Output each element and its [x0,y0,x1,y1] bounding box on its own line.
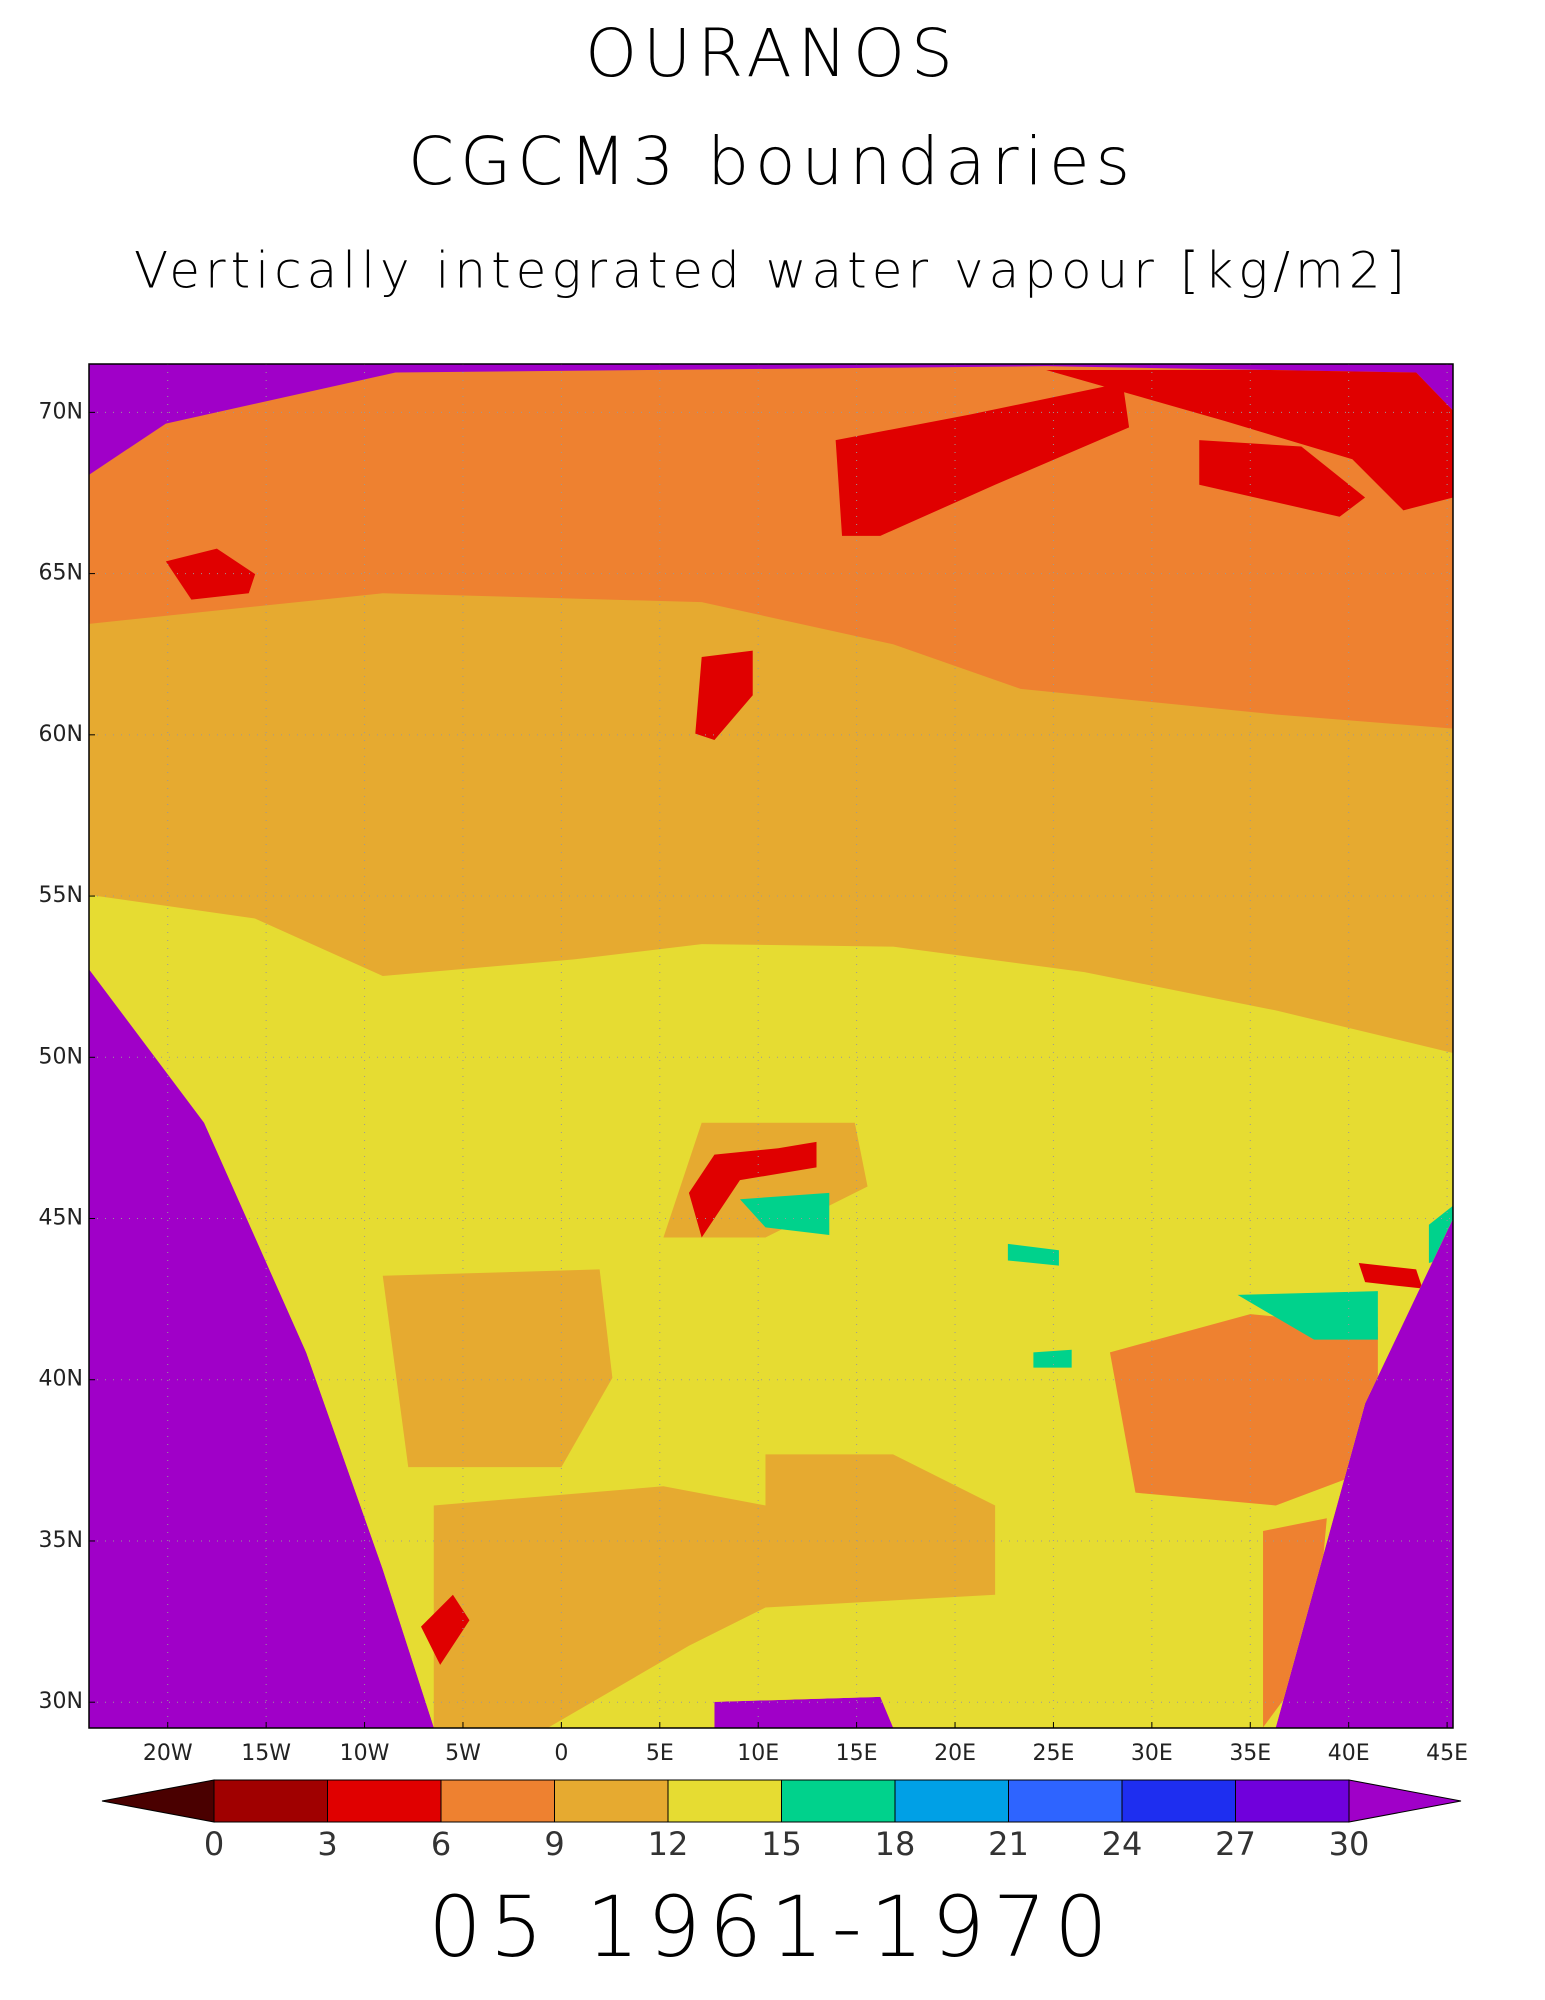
colorbar-segment [1008,1779,1123,1823]
y-tick-label: 40N [39,1367,83,1392]
colorbar-over [1348,1779,1462,1823]
shaded-region [695,650,753,740]
shaded-region [688,1141,817,1238]
shaded-region [1263,1518,1327,1728]
shaded-region [1358,1263,1423,1289]
colorbar-label: 30 [1329,1825,1370,1863]
colorbar-label: 15 [761,1825,802,1863]
y-tick-label: 30N [39,1689,83,1714]
colorbar-label: 3 [317,1825,337,1863]
shaded-region [739,1192,830,1235]
shaded-region [1033,1349,1072,1368]
y-tick-label: 55N [39,883,83,908]
colorbar-segment [894,1779,1009,1823]
shaded-region [1237,1291,1378,1340]
colorbar-label: 27 [1215,1825,1256,1863]
shaded-region [1046,369,1454,511]
x-tick-label: 5W [445,1741,481,1766]
colorbar-label: 9 [544,1825,564,1863]
shaded-region [89,893,1454,1728]
colorbar-label: 12 [648,1825,689,1863]
x-tick-label: 20E [934,1741,976,1766]
y-tick-label: 70N [39,399,83,424]
x-tick-label: 5E [646,1741,674,1766]
x-tick-label: 0 [554,1741,568,1766]
y-tick-label: 65N [39,561,83,586]
title: OURANOS [585,15,959,92]
colorbar-segment [1121,1779,1236,1823]
shaded-region [165,548,256,600]
x-tick-label: 15E [836,1741,878,1766]
shaded-region [382,1269,613,1468]
colorbar-label: 21 [988,1825,1029,1863]
x-tick-label: 20W [143,1741,193,1766]
plot-frame [88,363,1454,1729]
shading [89,366,1454,1728]
colorbar-segment [1235,1779,1350,1823]
colorbar-segment [781,1779,896,1823]
shaded-region [1007,1243,1059,1266]
colorbar-label: 18 [875,1825,916,1863]
shaded-region [1109,1314,1378,1506]
shaded-region [1199,440,1366,517]
colorbar-segment [440,1779,555,1823]
colorbar-label: 24 [1102,1825,1143,1863]
shaded-region [421,1594,470,1665]
x-tick-label: 35E [1229,1741,1271,1766]
x-tick-label: 25E [1032,1741,1074,1766]
colorbar-label: 0 [204,1825,224,1863]
shaded-region [835,382,1130,536]
colorbar-segment [327,1779,442,1823]
subtitle: Vertically integrated water vapour [kg/m… [134,242,1410,300]
colorbar-segment [667,1779,782,1823]
shaded-region [765,1454,996,1608]
x-tick-label: 15W [241,1741,291,1766]
shaded-region [433,1486,766,1728]
y-tick-label: 35N [39,1528,83,1553]
colorbar-label: 6 [431,1825,451,1863]
x-tick-label: 10W [340,1741,390,1766]
map-field [89,364,1454,1728]
x-tick-label: 40E [1328,1741,1370,1766]
colorbar-segment [554,1779,669,1823]
y-tick-label: 45N [39,1206,83,1231]
colorbar-segment [213,1779,328,1823]
footer: 05 1961-1970 [428,1878,1115,1976]
x-tick-label: 10E [737,1741,779,1766]
x-tick-label: 30E [1131,1741,1173,1766]
x-tick-label: 45E [1426,1741,1468,1766]
y-tick-label: 50N [39,1044,83,1069]
colorbar-under [101,1779,215,1823]
title: CGCM3 boundaries [408,123,1136,200]
y-tick-label: 60N [39,722,83,747]
domain [89,366,1454,1728]
